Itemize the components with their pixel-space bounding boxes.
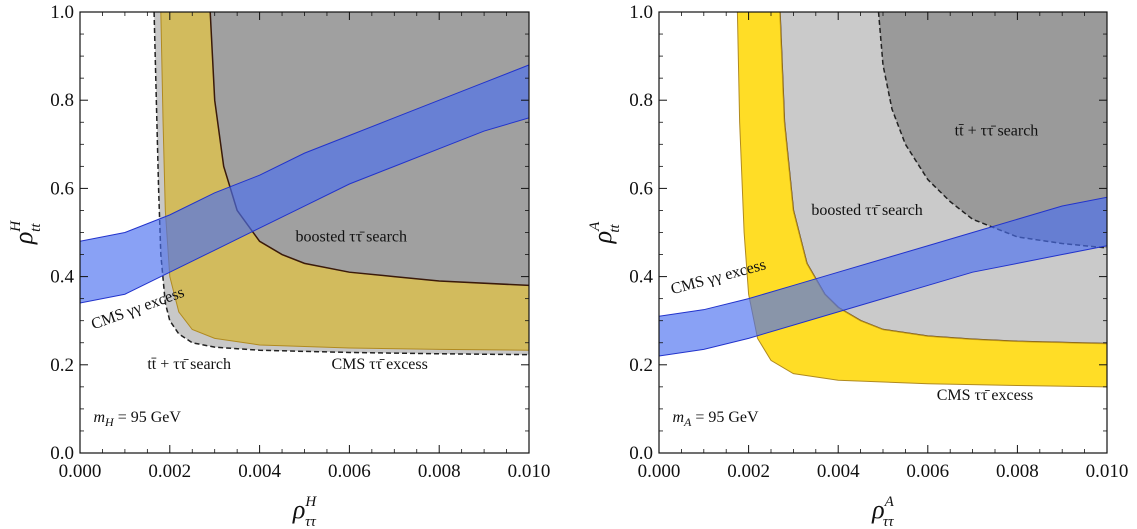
region-tt-search xyxy=(878,12,1107,248)
y-tick-label: 0.0 xyxy=(629,443,653,464)
boundary-boosted-search xyxy=(209,12,529,287)
y-tick-label: 0.8 xyxy=(50,90,74,111)
x-tick-label: 0.006 xyxy=(328,461,371,482)
y-tick-label: 0.4 xyxy=(50,267,74,288)
panel-right: 0.000 0.002 0.004 0.006 0.008 0.010 0.0 0.2 0.4 0… xyxy=(587,2,1128,529)
x-tick-label: 0.006 xyxy=(906,461,949,482)
x-tick-label: 0.008 xyxy=(418,461,461,482)
y-tick-label: 0.8 xyxy=(629,90,653,111)
y-tick-label: 0.2 xyxy=(50,355,74,376)
x-tick-label: 0.004 xyxy=(238,461,281,482)
y-axis-label: ρA tt xyxy=(587,221,623,244)
plot-area xyxy=(80,12,529,453)
x-tick-label: 0.010 xyxy=(1086,461,1129,482)
x-tick-label: 0.008 xyxy=(996,461,1039,482)
annotation-label: tt̄ + ττ̄ search xyxy=(955,122,1039,139)
annotation-label: CMS ττ̄ excess xyxy=(937,387,1033,404)
x-axis-label: ρH ττ xyxy=(292,494,317,529)
x-tick-label: 0.000 xyxy=(59,461,102,482)
y-tick-label: 0.6 xyxy=(50,178,74,199)
band-cms-excess xyxy=(80,64,529,304)
plot-area xyxy=(659,12,1107,453)
y-tick-label: 0.6 xyxy=(629,178,653,199)
y-axis-label: ρH tt xyxy=(8,220,44,245)
annotation-label: boosted ττ̄ search xyxy=(811,202,923,219)
annotation-label: tt̄ + ττ̄ search xyxy=(147,356,231,373)
x-tick-label: 0.002 xyxy=(148,461,191,482)
panel-left: 0.000 0.002 0.004 0.006 0.008 0.010 0.0 0.2 0.4 0… xyxy=(8,2,550,529)
annotation-label: mA = 95 GeV xyxy=(672,409,759,429)
boundary-tt-search xyxy=(153,12,529,356)
annotation-label: mH = 95 GeV xyxy=(93,409,181,429)
y-tick-label: 0.4 xyxy=(629,267,653,288)
x-tick-label: 0.000 xyxy=(638,461,681,482)
band-cms-excess xyxy=(659,196,1107,357)
x-tick-label: 0.010 xyxy=(508,461,551,482)
y-tick-label: 0.2 xyxy=(629,355,653,376)
annotation-label: CMS ττ̄ excess xyxy=(331,356,427,373)
y-tick-label: 0.0 xyxy=(50,443,74,464)
x-tick-label: 0.004 xyxy=(817,461,860,482)
annotation-label: boosted ττ̄ search xyxy=(296,228,408,245)
x-axis-label: ρA ττ xyxy=(871,494,894,529)
y-tick-label: 1.0 xyxy=(629,2,653,23)
y-tick-label: 1.0 xyxy=(50,2,74,23)
x-tick-label: 0.002 xyxy=(727,461,770,482)
